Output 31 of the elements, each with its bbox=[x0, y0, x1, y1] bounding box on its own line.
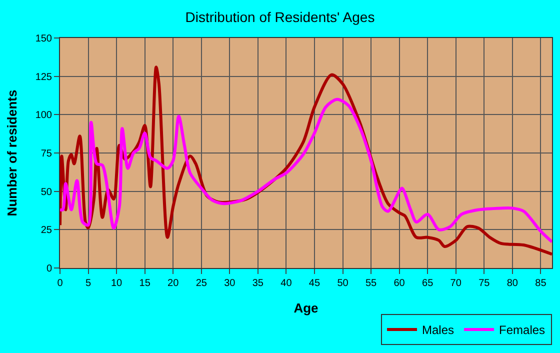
legend-label: Females bbox=[499, 323, 546, 338]
x-tick-label: 35 bbox=[252, 278, 264, 289]
line-series bbox=[60, 98, 552, 244]
x-tick-label: 80 bbox=[506, 278, 518, 289]
y-axis-title: Number of residents bbox=[4, 90, 20, 216]
x-tick-label: 75 bbox=[478, 278, 490, 289]
x-tick-label: 0 bbox=[57, 278, 64, 289]
y-tick-label: 100 bbox=[35, 110, 52, 122]
legend-label: Males bbox=[422, 323, 454, 338]
y-tick-label: 150 bbox=[35, 34, 52, 44]
y-tick-label: 125 bbox=[35, 72, 52, 83]
x-tick-label: 5 bbox=[86, 278, 92, 289]
y-tick-label: 50 bbox=[40, 186, 52, 198]
y-tick-label: 25 bbox=[40, 225, 52, 236]
y-tick-label: 75 bbox=[40, 148, 52, 160]
x-tick-label: 30 bbox=[224, 278, 236, 289]
x-tick-label: 50 bbox=[337, 278, 349, 289]
x-tick-label: 70 bbox=[450, 278, 462, 289]
x-tick-label: 10 bbox=[110, 278, 123, 289]
x-tick-label: 65 bbox=[422, 278, 434, 289]
x-tick-label: 55 bbox=[365, 278, 378, 289]
x-tick-label: 40 bbox=[280, 278, 292, 289]
chart-title: Distribution of Residents' Ages bbox=[185, 9, 375, 26]
x-axis-title: Age bbox=[294, 300, 318, 316]
x-tick-label: 45 bbox=[308, 278, 320, 289]
x-tick-label: 25 bbox=[196, 278, 208, 289]
x-tick-label: 20 bbox=[168, 278, 180, 289]
y-tick-label: 0 bbox=[46, 264, 52, 274]
x-tick-label: 60 bbox=[394, 278, 406, 289]
x-tick-label: 85 bbox=[535, 278, 547, 289]
x-tick-label: 15 bbox=[139, 278, 151, 289]
